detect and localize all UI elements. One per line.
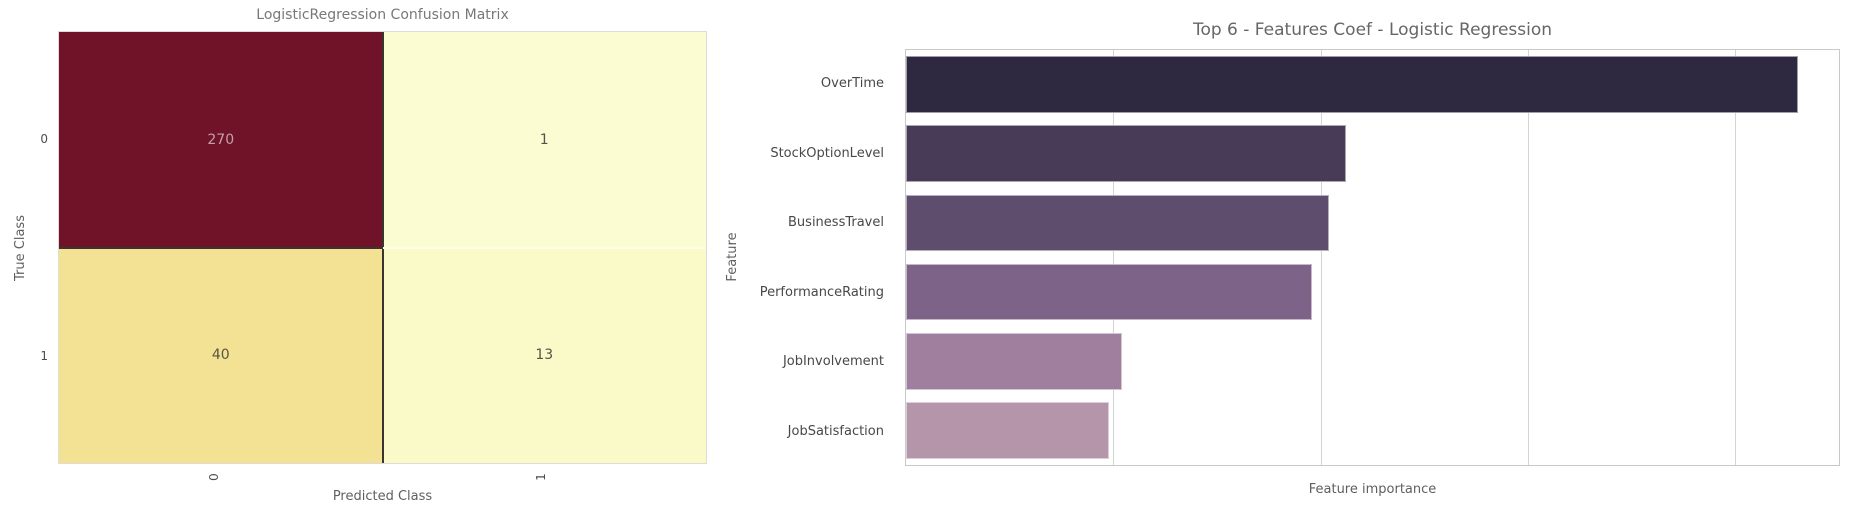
x-gridline xyxy=(1320,50,1322,465)
cm-xlabel-predicted-class: Predicted Class xyxy=(332,489,433,504)
cm-cell-true1-pred0: 40 xyxy=(59,247,383,463)
cm-row-divider-left xyxy=(59,246,383,249)
bar-label-JobInvolvement: JobInvolvement xyxy=(782,354,884,370)
cm-ylabel-true-class: True Class xyxy=(13,215,28,281)
confusion-matrix: 270 1 40 13 xyxy=(58,31,707,464)
x-gridline xyxy=(1735,50,1737,465)
bar-BusinessTravel xyxy=(906,194,1329,252)
bar-OverTime xyxy=(906,56,1798,113)
bar-label-PerformanceRating: PerformanceRating xyxy=(759,284,884,300)
bar-row xyxy=(906,396,1839,465)
bar-row xyxy=(906,258,1839,327)
bar-xlabel-feature-importance: Feature importance xyxy=(1308,482,1437,497)
cm-cell-true1-pred1: 13 xyxy=(382,247,706,463)
bar-label-BusinessTravel: BusinessTravel xyxy=(788,215,884,231)
confusion-matrix-grid: 270 1 40 13 xyxy=(59,32,706,463)
bar-label-JobSatisfaction: JobSatisfaction xyxy=(787,423,884,439)
cm-row-divider-right xyxy=(382,246,706,249)
bar-labels: OverTime StockOptionLevel BusinessTravel Pe… xyxy=(695,49,895,466)
x-gridline xyxy=(1113,50,1115,465)
confusion-matrix-title: LogisticRegression Confusion Matrix xyxy=(256,7,509,23)
cm-cell-true0-pred1: 1 xyxy=(382,32,706,248)
cm-cell-true0-pred0: 270 xyxy=(59,32,383,248)
bar-plot-area xyxy=(905,49,1840,466)
bar-PerformanceRating xyxy=(906,263,1313,321)
cm-xtick-0: 0 xyxy=(207,473,221,481)
bar-rows xyxy=(906,50,1839,465)
bar-label-StockOptionLevel: StockOptionLevel xyxy=(770,145,884,161)
bar-JobSatisfaction xyxy=(906,402,1110,459)
x-gridline xyxy=(1527,50,1529,465)
bar-row xyxy=(906,119,1839,188)
bar-label-OverTime: OverTime xyxy=(820,76,884,92)
bar-chart-title: Top 6 - Features Coef - Logistic Regress… xyxy=(1192,20,1553,40)
bar-row xyxy=(906,327,1839,396)
bar-row xyxy=(906,188,1839,257)
bar-ylabel-feature: Feature xyxy=(725,232,740,282)
bar-row xyxy=(906,50,1839,119)
bar-StockOptionLevel xyxy=(906,125,1346,183)
cm-ytick-0: 0 xyxy=(40,132,48,146)
cm-ytick-1: 1 xyxy=(40,349,48,363)
bar-JobInvolvement xyxy=(906,332,1122,390)
cm-xtick-1: 1 xyxy=(534,473,548,481)
